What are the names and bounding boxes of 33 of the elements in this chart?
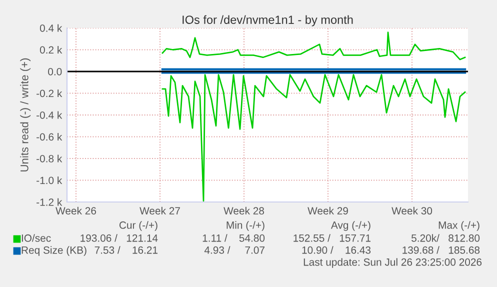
x-tick-label: Week 26	[56, 206, 96, 215]
text: Max (-/+)	[438, 221, 480, 231]
x-tick-label: Week 29	[308, 206, 348, 215]
line-series	[162, 32, 466, 60]
y-tick-label: -1.2 k	[36, 198, 62, 206]
text: 152.55 / 157.71	[294, 234, 370, 242]
y-tick-label: -0.2 k	[36, 89, 62, 98]
chart-title: IOs for /dev/nvme1n1 - by month	[182, 15, 353, 26]
text: 193.06 / 121.14	[80, 234, 158, 242]
y-tick-label: 0.2 k	[40, 46, 62, 54]
text: 5.20k/ 812.80	[412, 234, 480, 242]
y-tick-label: -0.4 k	[36, 111, 62, 119]
text: Avg (-/+)	[330, 221, 370, 231]
x-tick-label: Week 27	[140, 206, 180, 215]
line-series	[162, 74, 466, 202]
y-tick-label: -1.0 k	[36, 176, 62, 184]
y-tick-label: -0.6 k	[36, 132, 62, 141]
legend-label: IO/sec	[22, 234, 51, 242]
text: 10.90 / 16.43	[302, 246, 371, 254]
y-tick-label: 0.4 k	[40, 24, 62, 32]
text: Min (-/+)	[226, 221, 264, 231]
text: 7.53 / 16.21	[94, 246, 158, 254]
text: 1.11 / 54.80	[202, 234, 265, 242]
text: Cur (-/+)	[119, 221, 158, 231]
text: Last update: Sun Jul 26 23:25:00 2026	[304, 258, 482, 268]
y-axis-title: Units read (-) / write (+)	[20, 58, 31, 172]
y-tick-label: 0.0	[48, 68, 62, 76]
y-tick-label: -0.8 k	[36, 154, 62, 162]
x-tick-label: Week 28	[224, 206, 264, 215]
text: 4.93 / 7.07	[204, 246, 264, 254]
x-tick-label: Week 30	[392, 206, 432, 215]
text: 139.68 / 185.68	[402, 246, 480, 254]
legend-label: Req Size (KB)	[22, 246, 86, 256]
